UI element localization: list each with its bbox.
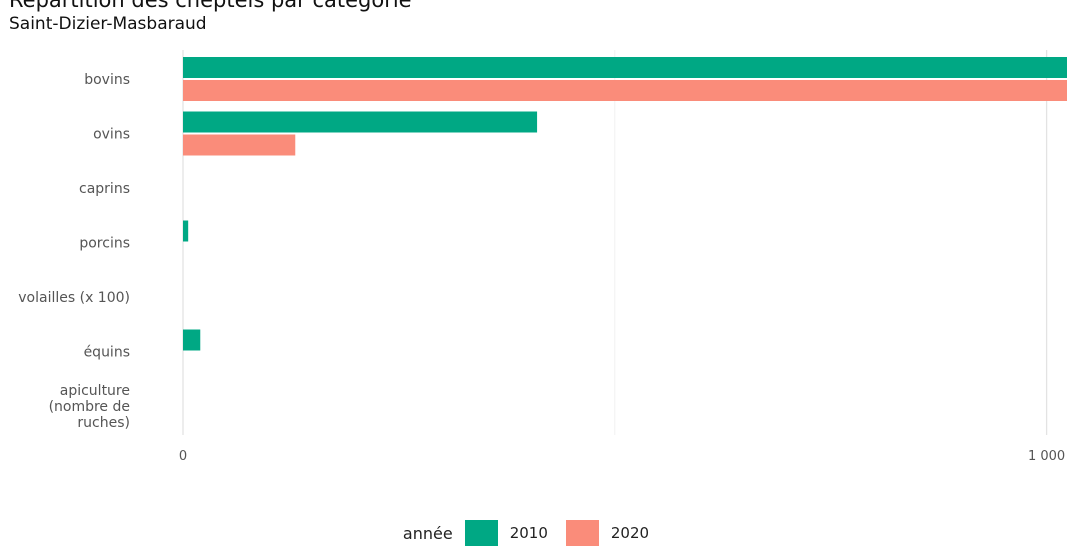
legend: année 2010 2020 [0,520,1070,546]
category-label: ruches) [77,415,130,431]
category-label: volailles (x 100) [18,290,130,306]
category-label: apiculture [60,383,130,399]
category-label: porcins [79,236,130,252]
bar-2010 [183,220,189,242]
legend-swatch-2020 [565,520,599,546]
x-tick-label: 0 [179,449,187,464]
legend-label-2020: 2020 [610,524,650,542]
category-label: équins [84,345,130,361]
category-label: caprins [79,181,130,197]
legend-label-2010: 2010 [509,524,548,542]
chart-title: Répartition des cheptels par catégorie [9,0,412,12]
legend-swatch-2010 [464,520,498,546]
chart-subtitle: Saint-Dizier-Masbaraud [9,14,207,34]
bar-2010 [183,57,1067,78]
bar-2010 [183,329,201,351]
bar-2020 [183,80,1067,101]
category-label: bovins [84,72,130,88]
category-label: (nombre de [49,399,130,415]
legend-title: année [402,523,453,543]
bar-2010 [183,111,538,133]
bar-2020 [183,134,296,156]
category-label: ovins [93,127,130,143]
x-tick-label: 1 000 [1028,449,1065,464]
